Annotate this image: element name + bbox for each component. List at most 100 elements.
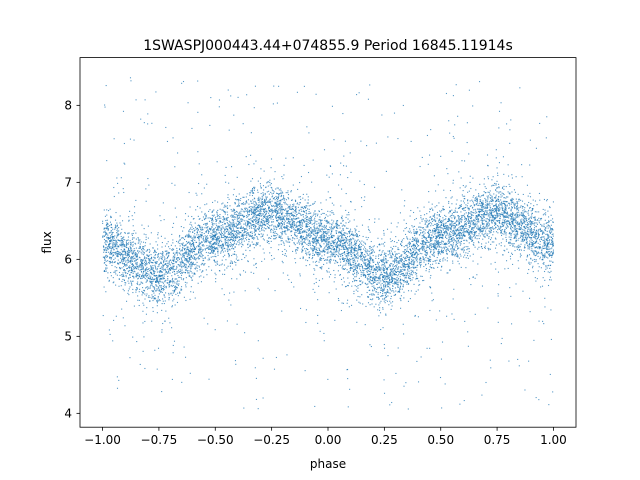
data-point [268, 217, 270, 219]
data-point [329, 244, 332, 246]
data-point [323, 224, 325, 226]
data-point [257, 238, 259, 240]
data-point [415, 290, 417, 292]
data-point [420, 229, 422, 231]
data-point [343, 238, 345, 240]
data-point [521, 213, 523, 215]
data-point [429, 309, 431, 312]
data-point [405, 254, 407, 256]
data-point [188, 250, 190, 252]
data-point [318, 240, 320, 242]
data-point [249, 245, 251, 247]
data-point [185, 251, 187, 253]
data-point [444, 259, 446, 261]
data-point [439, 258, 441, 261]
data-point [196, 270, 198, 272]
data-point [333, 269, 335, 272]
data-point [386, 291, 388, 293]
data-point [281, 239, 283, 242]
data-point [451, 214, 453, 216]
data-point [469, 220, 471, 222]
data-point [400, 255, 402, 257]
data-point [187, 236, 189, 238]
data-point [464, 231, 466, 233]
data-point [495, 215, 497, 217]
data-point [544, 247, 546, 249]
data-point [507, 164, 509, 166]
data-point [105, 291, 107, 293]
data-point [406, 260, 408, 262]
data-point [506, 219, 508, 222]
data-point [243, 216, 245, 218]
data-point [252, 221, 254, 223]
data-point [283, 226, 285, 228]
data-point [288, 213, 290, 215]
data-point [480, 214, 482, 216]
data-point [161, 264, 164, 266]
data-point [106, 222, 108, 224]
data-point [262, 222, 264, 224]
data-point [140, 252, 142, 254]
data-point [369, 273, 371, 275]
data-point [111, 227, 113, 229]
data-point [446, 168, 448, 170]
data-point [120, 285, 122, 287]
data-point [383, 292, 385, 294]
data-point [282, 212, 284, 214]
data-point [381, 265, 383, 267]
data-point [247, 260, 249, 262]
data-point [185, 253, 187, 255]
data-point [437, 254, 439, 256]
data-point [122, 250, 124, 252]
data-point [180, 276, 182, 279]
data-point [324, 219, 326, 221]
data-point [150, 265, 152, 267]
data-point [263, 224, 265, 226]
data-point [134, 257, 136, 260]
data-point [372, 269, 374, 271]
data-point [506, 204, 508, 206]
data-point [116, 254, 119, 256]
data-point [310, 247, 312, 249]
data-point [116, 376, 118, 378]
data-point [261, 201, 264, 203]
data-point [161, 303, 163, 305]
data-point [167, 256, 169, 258]
data-point [294, 212, 296, 214]
data-point [410, 272, 412, 274]
data-point [328, 176, 330, 178]
data-point [459, 233, 461, 235]
data-point [288, 212, 290, 214]
data-point [383, 262, 385, 264]
data-point [233, 212, 235, 214]
data-point [106, 240, 108, 242]
data-point [491, 211, 493, 213]
data-point [379, 269, 381, 271]
data-point [401, 257, 403, 259]
data-point [308, 208, 310, 210]
data-point [267, 278, 270, 280]
data-point [483, 178, 485, 180]
data-point [407, 264, 409, 266]
data-point [519, 228, 522, 230]
data-point [416, 275, 418, 277]
data-point [400, 243, 402, 245]
data-point [194, 248, 197, 250]
data-point [464, 234, 466, 237]
data-point [528, 234, 530, 236]
data-point [530, 210, 532, 212]
data-point [122, 243, 124, 245]
data-point [308, 211, 310, 213]
data-point [389, 268, 391, 270]
data-point [386, 281, 388, 284]
data-point [477, 204, 479, 206]
data-point [415, 258, 417, 260]
data-point [463, 256, 465, 258]
data-point [427, 232, 429, 234]
data-point [336, 245, 338, 247]
data-point [311, 258, 313, 260]
data-point [440, 269, 442, 271]
data-point [131, 283, 133, 285]
data-point [464, 207, 466, 209]
data-point [111, 248, 113, 250]
